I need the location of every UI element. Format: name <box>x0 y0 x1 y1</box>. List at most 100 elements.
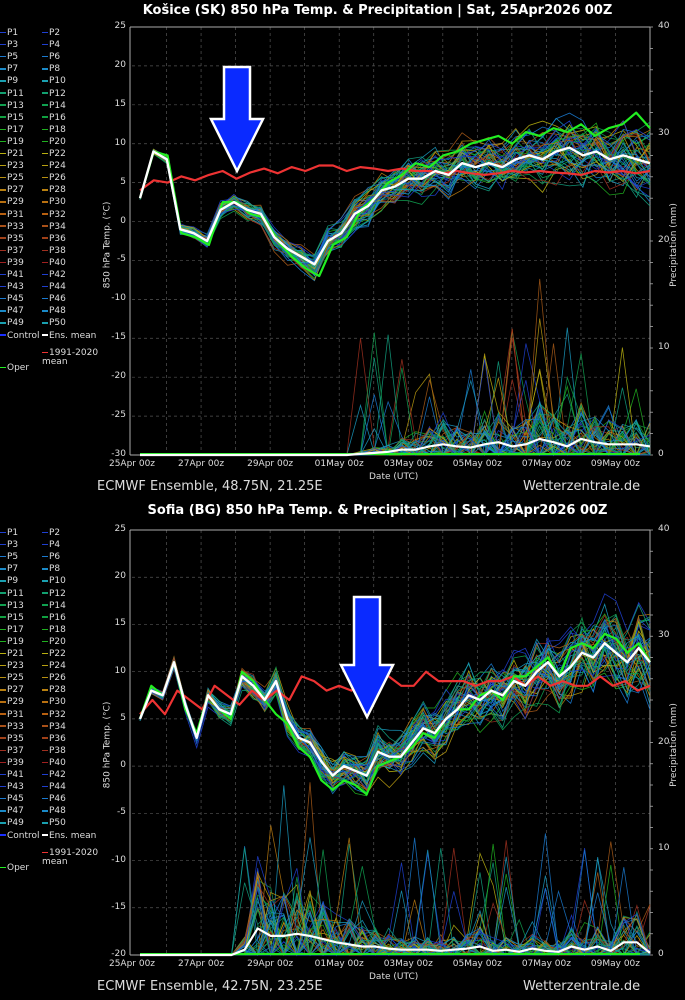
legend-item: P14 <box>42 600 66 612</box>
legend-swatch <box>0 689 6 691</box>
legend-label: P38 <box>49 745 66 756</box>
legend-item: P44 <box>42 781 66 793</box>
legend-swatch <box>0 273 6 276</box>
legend-swatch <box>42 851 48 854</box>
legend-label: P41 <box>7 770 24 780</box>
y-tick-label: 0 <box>120 215 126 226</box>
legend-item: P21 <box>0 148 24 160</box>
legend-label: P7 <box>7 64 19 75</box>
legend-item: P1 <box>0 527 18 539</box>
x-tick-label: 25Apr 00z <box>108 459 156 469</box>
legend-label: Oper <box>7 863 30 874</box>
legend-item: P11 <box>0 88 24 100</box>
legend-item: P48 <box>42 805 66 817</box>
legend-item: P5 <box>0 551 18 563</box>
y-tick-label: 15 <box>114 618 126 629</box>
y-right-tick-label: 20 <box>658 736 670 747</box>
legend-item: P35 <box>0 233 24 245</box>
legend-swatch <box>42 749 48 752</box>
y-right-tick-label: 0 <box>658 449 664 459</box>
legend-label: P37 <box>7 745 24 756</box>
legend-item: P25 <box>0 672 24 684</box>
legend-swatch <box>42 297 48 300</box>
legend-item: P20 <box>42 636 66 648</box>
legend-swatch <box>42 104 48 106</box>
legend-swatch <box>42 810 48 812</box>
legend-label: P24 <box>49 161 66 172</box>
legend-label: P16 <box>49 112 66 123</box>
legend-item: P39 <box>0 257 24 269</box>
legend-item: P45 <box>0 793 24 805</box>
legend-swatch <box>42 725 48 727</box>
chart-panel-sofia: Sofia (BG) 850 hPa Temp. & Precipitation… <box>0 500 685 1000</box>
legend-label: P20 <box>49 636 66 647</box>
legend-label: P5 <box>7 52 19 63</box>
legend-swatch <box>0 737 6 739</box>
legend-item: P17 <box>0 124 24 136</box>
legend-swatch <box>42 640 48 643</box>
legend-swatch <box>42 555 48 558</box>
legend-item: P15 <box>0 112 24 124</box>
legend-label: P23 <box>7 661 24 672</box>
legend-label: P19 <box>7 136 24 147</box>
legend-label: P48 <box>49 306 66 317</box>
legend-label: P42 <box>49 770 66 780</box>
legend-swatch <box>0 189 6 191</box>
legend-item: P49 <box>0 317 24 329</box>
legend-item: Control <box>0 330 40 342</box>
legend-label: P25 <box>7 673 24 684</box>
legend-item: P8 <box>42 563 60 575</box>
legend-item: P31 <box>0 209 24 221</box>
legend-item: P47 <box>0 805 24 817</box>
legend-item: P39 <box>0 757 24 769</box>
legend-swatch <box>42 176 48 179</box>
y-tick-label: -5 <box>117 254 126 265</box>
chart-title: Košice (SK) 850 hPa Temp. & Precipitatio… <box>142 3 613 18</box>
legend-swatch <box>0 201 6 203</box>
legend-label: P26 <box>49 673 66 684</box>
legend-label: P20 <box>49 136 66 147</box>
legend-item: P19 <box>0 636 24 648</box>
y-axis-label-right: Precipitation (mm) <box>668 203 679 287</box>
legend-label: P39 <box>7 257 24 268</box>
legend-label: P16 <box>49 612 66 623</box>
legend-item: P16 <box>42 112 66 124</box>
legend-swatch <box>0 140 6 143</box>
legend-item: P40 <box>42 757 66 769</box>
legend-swatch <box>42 43 48 46</box>
legend-label: P36 <box>49 733 66 744</box>
legend-swatch <box>0 604 6 606</box>
legend-label: P32 <box>49 709 66 720</box>
legend-swatch <box>42 797 48 800</box>
y-tick-label: 20 <box>114 59 126 70</box>
legend-item: P41 <box>0 269 24 281</box>
legend-label: P14 <box>49 100 66 111</box>
legend-item: P24 <box>42 660 66 672</box>
legend-swatch <box>42 580 48 582</box>
legend-item: P19 <box>0 136 24 148</box>
legend-label: P14 <box>49 600 66 611</box>
annotation-arrow-icon <box>338 595 396 720</box>
legend-item: P25 <box>0 172 24 184</box>
legend-label: P39 <box>7 757 24 768</box>
legend-swatch <box>0 616 6 618</box>
legend-item: P11 <box>0 588 24 600</box>
legend-swatch <box>0 773 6 776</box>
y-tick-label: 5 <box>120 176 126 187</box>
legend-swatch <box>0 701 6 703</box>
legend-label: 1991-2020 mean <box>42 347 99 367</box>
legend-label: P45 <box>7 794 24 805</box>
y-tick-label: -15 <box>111 901 126 912</box>
legend-item: P37 <box>0 745 24 757</box>
legend-swatch <box>0 640 6 643</box>
legend-label: P38 <box>49 245 66 256</box>
legend-item: P37 <box>0 245 24 257</box>
legend-swatch <box>0 68 6 70</box>
legend-label: P26 <box>49 173 66 184</box>
legend-label: P24 <box>49 661 66 672</box>
legend-label: P50 <box>49 318 66 329</box>
legend-swatch <box>42 189 48 191</box>
x-tick-label: 09May 00z <box>590 459 641 469</box>
legend-swatch <box>42 334 48 336</box>
legend-label: Ens. mean <box>49 330 97 341</box>
